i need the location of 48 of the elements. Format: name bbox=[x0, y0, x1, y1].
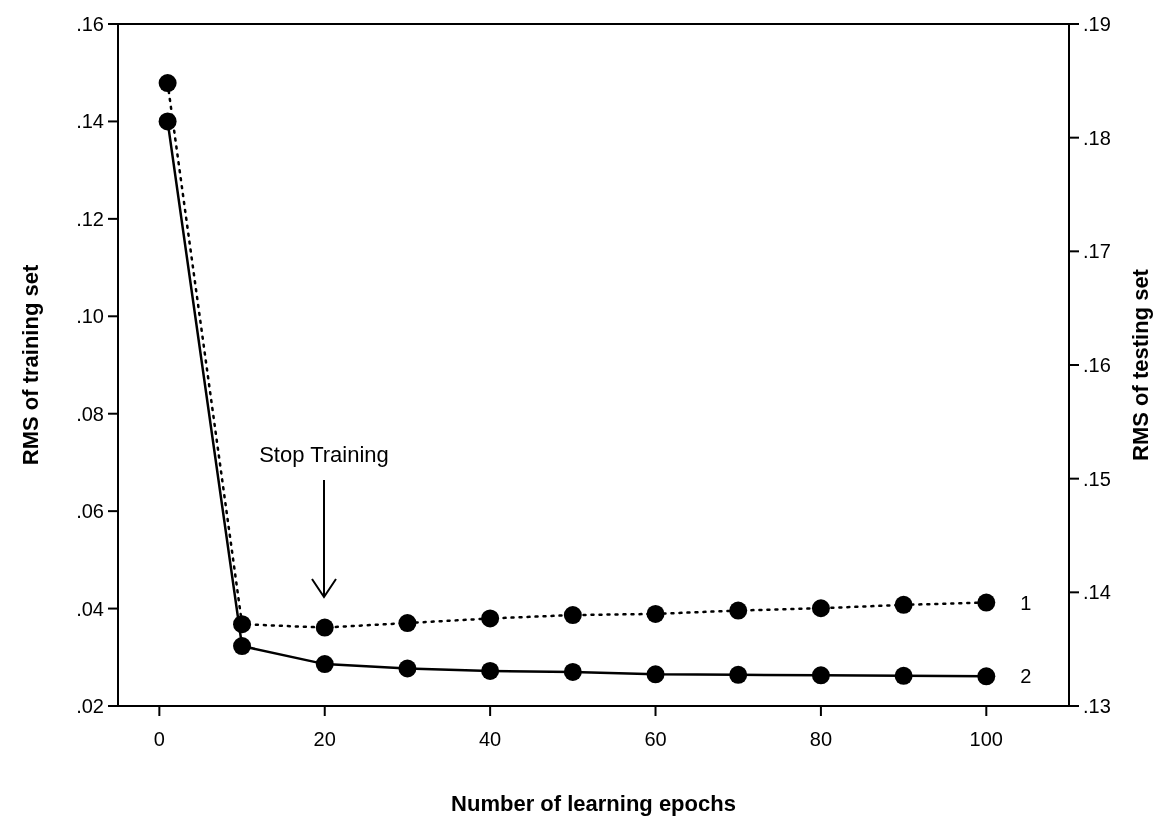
y-tick-label: .14 bbox=[76, 110, 104, 133]
point bbox=[158, 74, 177, 93]
point bbox=[729, 665, 748, 684]
x-tick-label: 40 bbox=[479, 728, 502, 750]
y-tick-label: .06 bbox=[76, 500, 104, 523]
x-tick-label: 80 bbox=[809, 728, 833, 750]
point bbox=[646, 665, 665, 684]
y2-tick-label: .13 bbox=[1083, 695, 1111, 717]
y-tick-label: .04 bbox=[76, 597, 104, 620]
y2-tick-label: .17 bbox=[1083, 240, 1111, 263]
y2-tick-label: .18 bbox=[1083, 126, 1111, 149]
point bbox=[398, 659, 417, 678]
x-tick-label: 20 bbox=[313, 728, 336, 750]
y-tick-label: .10 bbox=[76, 305, 104, 328]
point bbox=[398, 614, 417, 633]
point bbox=[481, 609, 500, 628]
x-tick-label: 60 bbox=[644, 728, 667, 750]
y2-tick-label: .16 bbox=[1083, 354, 1111, 376]
series-label: 1 bbox=[1020, 591, 1032, 614]
y-tick-label: .12 bbox=[76, 207, 104, 230]
point bbox=[894, 666, 913, 685]
point bbox=[811, 599, 830, 618]
point bbox=[563, 662, 582, 681]
point bbox=[158, 112, 177, 131]
x-axis-title: Number of learning epochs bbox=[451, 791, 736, 816]
y2-axis-title: RMS of testing set bbox=[1128, 268, 1153, 461]
point bbox=[977, 667, 996, 686]
y-tick-label: .16 bbox=[76, 13, 104, 35]
y2-tick-label: .14 bbox=[1083, 581, 1111, 604]
x-tick-label: 0 bbox=[153, 728, 165, 750]
point bbox=[646, 604, 665, 623]
y2-tick-label: .15 bbox=[1083, 467, 1111, 490]
point bbox=[233, 637, 252, 656]
series-label: 2 bbox=[1020, 665, 1032, 688]
annotation: Stop Training bbox=[259, 442, 389, 467]
point bbox=[811, 666, 830, 685]
point bbox=[563, 606, 582, 625]
point bbox=[977, 593, 996, 612]
y-tick-label: .08 bbox=[76, 402, 104, 425]
point bbox=[729, 601, 748, 620]
point bbox=[315, 655, 334, 674]
point bbox=[315, 618, 334, 637]
y-axis-title: RMS of training set bbox=[18, 264, 43, 466]
y2-tick-label: .19 bbox=[1083, 13, 1111, 35]
point bbox=[481, 661, 500, 680]
y-tick-label: .02 bbox=[76, 695, 104, 717]
x-tick-label: 100 bbox=[969, 728, 1003, 750]
point bbox=[894, 595, 913, 614]
